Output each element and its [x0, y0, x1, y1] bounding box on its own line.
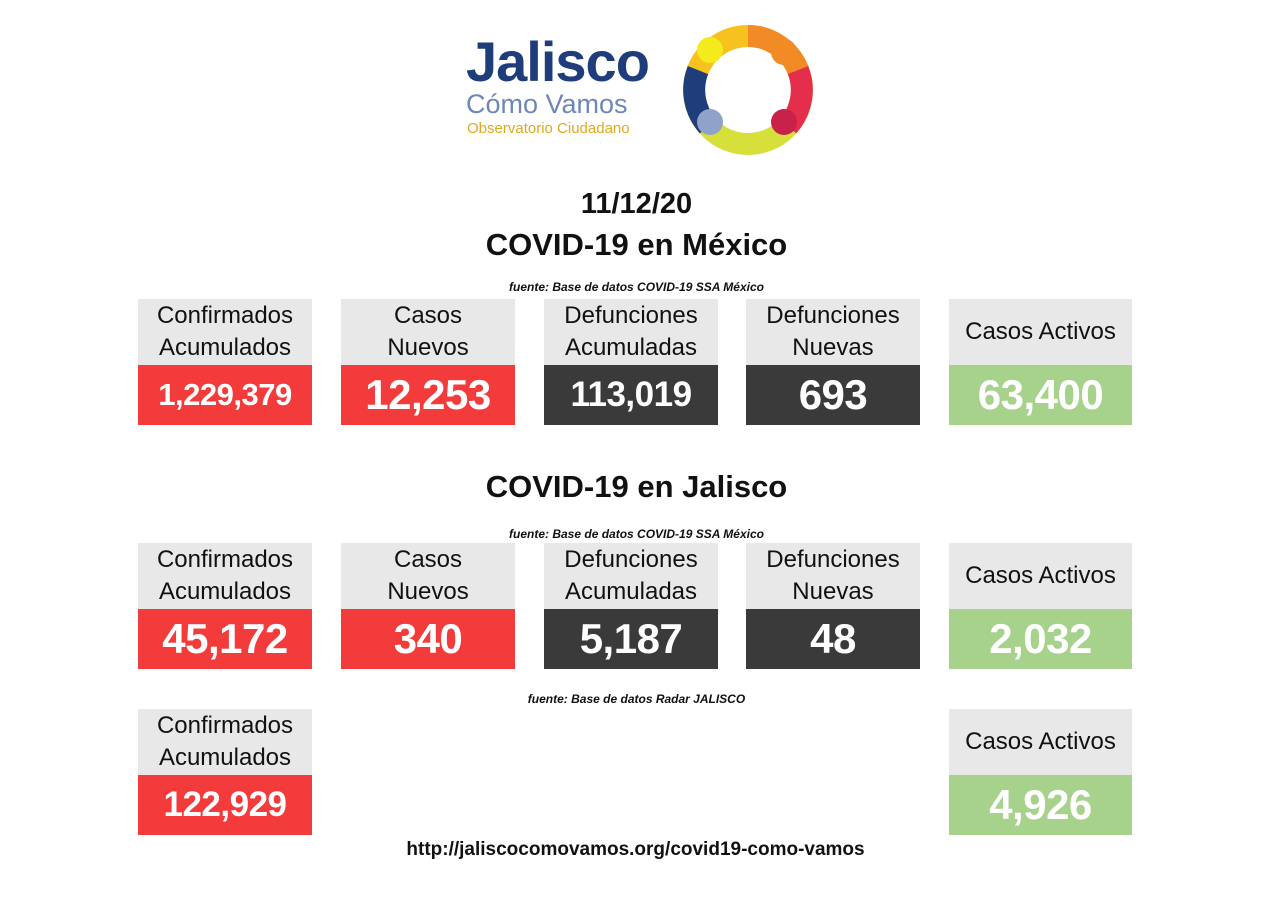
card-value: 113,019 — [544, 365, 718, 425]
logo-tagline: Observatorio Ciudadano — [467, 120, 630, 137]
card-value: 63,400 — [949, 365, 1132, 425]
logo-title: Jalisco — [466, 30, 650, 93]
report-date: 11/12/20 — [580, 188, 693, 220]
card-label: Confirmados Acumulados — [156, 712, 294, 771]
card-label: Casos Nuevos — [387, 302, 469, 361]
card-radar-confirmados: Confirmados Acumulados 122,929 — [138, 709, 312, 835]
card-mx-confirmados: Confirmados Acumulados 1,229,379 — [138, 299, 312, 425]
card-value: 2,032 — [949, 609, 1132, 669]
source-jalisco: fuente: Base de datos COVID-19 SSA Méxic… — [509, 527, 764, 541]
card-label: Defunciones Nuevas — [766, 302, 900, 361]
section-title-mexico: COVID-19 en México — [485, 227, 788, 262]
footer-url-link[interactable]: http://jaliscocomovamos.org/covid19-como… — [406, 839, 865, 860]
card-jal-defunciones-nuevas: Defunciones Nuevas 48 — [746, 543, 920, 669]
card-label: Defunciones Nuevas — [766, 546, 900, 605]
card-value: 5,187 — [544, 609, 718, 669]
logo-subtitle: Cómo Vamos — [466, 89, 628, 119]
card-radar-casos-activos: Casos Activos 4,926 — [949, 709, 1132, 835]
card-label: Confirmados Acumulados — [156, 546, 294, 605]
card-value: 48 — [746, 609, 920, 669]
source-mexico: fuente: Base de datos COVID-19 SSA Méxic… — [509, 280, 764, 294]
card-mx-defunciones-acumuladas: Defunciones Acumuladas 113,019 — [544, 299, 718, 425]
card-jal-casos-activos: Casos Activos 2,032 — [949, 543, 1132, 669]
card-label: Casos Activos — [965, 318, 1116, 345]
card-value: 1,229,379 — [138, 365, 312, 425]
card-jal-defunciones-acumuladas: Defunciones Acumuladas 5,187 — [544, 543, 718, 669]
card-label: Casos Activos — [965, 728, 1116, 755]
card-value: 122,929 — [138, 775, 312, 835]
card-label: Defunciones Acumuladas — [564, 302, 698, 361]
source-radar: fuente: Base de datos Radar JALISCO — [527, 692, 746, 706]
card-mx-casos-activos: Casos Activos 63,400 — [949, 299, 1132, 425]
card-value: 12,253 — [341, 365, 515, 425]
card-jal-casos-nuevos: Casos Nuevos 340 — [341, 543, 515, 669]
card-value: 340 — [341, 609, 515, 669]
card-label: Casos Activos — [965, 562, 1116, 589]
card-value: 693 — [746, 365, 920, 425]
card-jal-confirmados: Confirmados Acumulados 45,172 — [138, 543, 312, 669]
card-label: Defunciones Acumuladas — [564, 546, 698, 605]
section-title-jalisco: COVID-19 en Jalisco — [485, 469, 788, 504]
logo-ring-icon — [683, 25, 813, 155]
card-value: 4,926 — [949, 775, 1132, 835]
card-label: Confirmados Acumulados — [156, 302, 294, 361]
card-mx-casos-nuevos: Casos Nuevos 12,253 — [341, 299, 515, 425]
card-mx-defunciones-nuevas: Defunciones Nuevas 693 — [746, 299, 920, 425]
card-label: Casos Nuevos — [387, 546, 469, 605]
card-value: 45,172 — [138, 609, 312, 669]
